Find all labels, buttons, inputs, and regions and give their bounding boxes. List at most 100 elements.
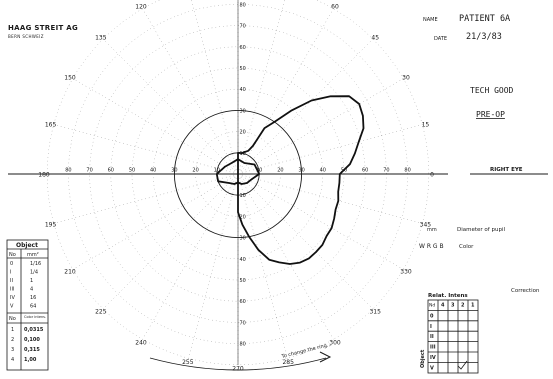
arc-note: To change the ring... — [280, 342, 332, 361]
grid-spoke — [53, 124, 234, 174]
object-sub-row-no: 3 — [11, 347, 14, 353]
eccentricity-label: 80 — [65, 168, 71, 174]
right-eye-label: RIGHT EYE — [490, 167, 523, 173]
eccentricity-label: 40 — [150, 168, 156, 174]
eccentricity-label: 30 — [240, 108, 246, 114]
grid-spoke — [142, 177, 237, 340]
eccentricity-label: 40 — [240, 87, 246, 93]
rel-row-header: II — [430, 334, 434, 340]
eccentricity-label: 40 — [240, 257, 246, 263]
eccentricity-label: 70 — [240, 320, 246, 326]
object-row-area: 1 — [30, 278, 33, 284]
angle-label: 285 — [282, 359, 294, 366]
object-row-area: 1/16 — [30, 261, 41, 267]
object-row-no: 0 — [10, 261, 13, 267]
rel-row-header: III — [430, 345, 436, 351]
rel-row-header: I — [430, 324, 432, 330]
grid-spoke — [188, 178, 238, 359]
grid-spoke — [72, 175, 235, 270]
eccentricity-label: 10 — [256, 168, 262, 174]
object-sub-row-no: 1 — [11, 327, 14, 333]
bottom-arc — [149, 357, 327, 371]
grid-spoke — [72, 78, 235, 173]
arc-arrowhead — [319, 351, 332, 363]
angle-label: 135 — [95, 34, 107, 41]
angle-label: 180 — [38, 172, 50, 179]
eccentricity-label: 70 — [86, 168, 92, 174]
angle-label: 120 — [135, 4, 147, 11]
eccentricity-label: 40 — [320, 168, 326, 174]
rel-intens-side: Object — [420, 349, 426, 368]
correction-label: Correction — [511, 288, 540, 294]
angle-label: 315 — [369, 309, 381, 316]
grid-spoke — [241, 78, 404, 173]
color-options: W R G B — [419, 243, 444, 250]
isopter-inner — [215, 158, 261, 185]
angle-label: 150 — [64, 75, 76, 82]
eccentricity-label: 50 — [240, 66, 246, 72]
rel-intens-title: Relat. Intens — [428, 293, 468, 299]
grid-spoke — [240, 176, 374, 310]
object-sub-row-intens: 0,0315 — [24, 327, 44, 333]
tech-note: TECH GOOD — [470, 86, 514, 95]
object-table: Object No mm² 0 1/16 I 1/4 II 1 III 4 IV 16 V 64 No… — [6, 239, 49, 371]
object-row-no: V — [10, 304, 14, 310]
object-sub-col-no: No — [9, 316, 16, 322]
eccentricity-label: 20 — [240, 214, 246, 220]
eccentricity-label: 30 — [240, 236, 246, 242]
eccentricity-label: 50 — [129, 168, 135, 174]
object-sub-row-intens: 0,315 — [24, 347, 40, 353]
eccentricity-label: 10 — [240, 151, 246, 157]
angle-label: 210 — [64, 269, 76, 276]
eccentricity-label: 70 — [383, 168, 389, 174]
grid-spoke — [238, 178, 288, 359]
grid-spoke — [238, 0, 285, 170]
angle-label: 0 — [430, 172, 434, 179]
grid-spoke — [239, 177, 334, 340]
isopter-outer — [237, 95, 365, 265]
eccentricity-label: 10 — [214, 168, 220, 174]
grid-spoke — [240, 38, 374, 172]
eccentricity-label: 30 — [171, 168, 177, 174]
check-mark-icon — [457, 360, 468, 370]
angle-label: 270 — [232, 366, 244, 373]
object-row-no: II — [10, 278, 13, 284]
rel-col-header: 3 — [451, 303, 455, 309]
object-sub-col-intens: Color intens. — [24, 315, 46, 319]
object-col-area: mm² — [27, 252, 39, 258]
eccentricity-label: 20 — [240, 130, 246, 136]
angle-label: 195 — [45, 222, 57, 229]
rel-row-header: 0 — [430, 313, 434, 319]
object-row-no: III — [10, 287, 14, 293]
angle-label: 345 — [420, 222, 432, 229]
grid-spoke — [191, 0, 238, 170]
angle-label: 300 — [329, 340, 341, 347]
grid-spoke — [53, 174, 234, 224]
eccentricity-label: 20 — [192, 168, 198, 174]
rel-col-header: 4 — [441, 303, 445, 309]
angle-label: 15 — [422, 121, 430, 128]
eccentricity-label: 60 — [108, 168, 114, 174]
object-row-area: 1/4 — [30, 270, 38, 276]
grid-spoke — [242, 124, 423, 174]
brand-sub: BERN SCHWEIZ — [8, 34, 44, 39]
angle-label: 240 — [135, 340, 147, 347]
rel-corner: Nd — [429, 303, 435, 309]
pupil-label: Diameter of pupil — [457, 227, 505, 233]
object-row-area: 16 — [30, 295, 36, 301]
rel-col-header: 2 — [461, 303, 465, 309]
object-row-no: I — [10, 270, 11, 276]
object-sub-row-no: 2 — [11, 337, 14, 343]
eccentricity-label: 60 — [362, 168, 368, 174]
grid-spoke — [102, 38, 236, 172]
angle-label: 255 — [182, 359, 194, 366]
eccentricity-label: 80 — [240, 2, 246, 8]
eccentricity-label: 50 — [240, 278, 246, 284]
object-sub-row-intens: 1,00 — [24, 357, 37, 363]
eccentricity-label: 20 — [277, 168, 283, 174]
isopters — [215, 95, 365, 265]
angle-label: 30 — [402, 75, 410, 82]
name-label: NAME — [423, 17, 438, 23]
